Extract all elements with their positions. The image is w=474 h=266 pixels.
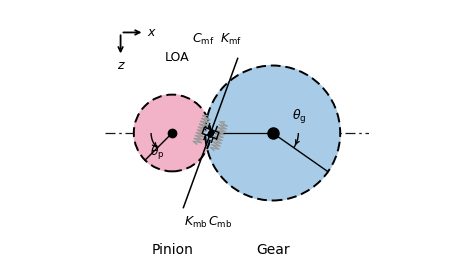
Text: z: z	[118, 59, 124, 72]
Circle shape	[134, 95, 210, 171]
Text: $C_{\rm mb}$: $C_{\rm mb}$	[208, 215, 232, 230]
Text: LOA: LOA	[165, 51, 190, 64]
Text: $\theta_{\rm p}$: $\theta_{\rm p}$	[150, 144, 165, 162]
Circle shape	[205, 65, 340, 201]
Text: Pinion: Pinion	[151, 243, 193, 257]
Text: $K_{\rm mb}$: $K_{\rm mb}$	[184, 215, 208, 230]
Text: $K_{\rm mf}$: $K_{\rm mf}$	[220, 32, 242, 47]
Text: $C_{\rm mf}$: $C_{\rm mf}$	[192, 32, 215, 47]
Text: x: x	[147, 26, 155, 39]
Text: Gear: Gear	[256, 243, 290, 257]
Text: $\theta_{\rm g}$: $\theta_{\rm g}$	[292, 108, 306, 126]
